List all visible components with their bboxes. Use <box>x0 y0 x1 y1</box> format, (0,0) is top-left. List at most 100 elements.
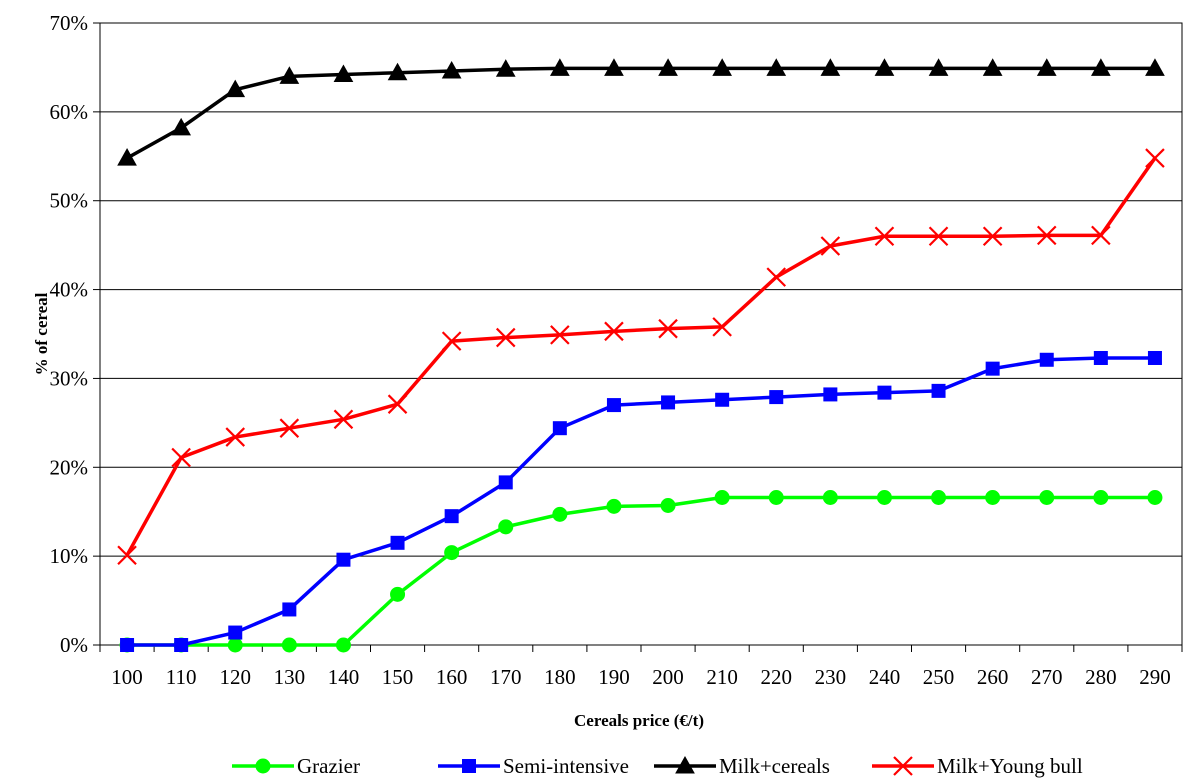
data-point-semi-intensive <box>228 625 243 640</box>
x-tick-label: 230 <box>815 665 847 689</box>
data-point-grazier <box>227 637 243 653</box>
data-point-semi-intensive <box>1093 350 1108 365</box>
x-tick-label: 210 <box>706 665 738 689</box>
data-point-grazier <box>985 489 1001 505</box>
y-tick-label: 30% <box>50 366 89 390</box>
legend-marker-milk-young-bull <box>893 756 913 776</box>
data-point-semi-intensive <box>985 361 1000 376</box>
series-line-milk-young-bull <box>125 157 1157 557</box>
data-point-milk-young-bull <box>333 409 354 430</box>
legend-label-semi-intensive: Semi-intensive <box>503 754 629 778</box>
data-point-milk-cereals <box>279 66 300 84</box>
x-tick-label: 220 <box>761 665 793 689</box>
x-tick-label: 130 <box>274 665 306 689</box>
x-tick-label: 160 <box>436 665 468 689</box>
x-tick-label: 290 <box>1139 665 1171 689</box>
data-point-milk-young-bull <box>117 545 137 566</box>
data-point-milk-cereals <box>549 58 570 76</box>
x-tick-label: 240 <box>869 665 901 689</box>
x-tick-label: 200 <box>652 665 684 689</box>
data-point-semi-intensive <box>715 392 730 407</box>
y-tick-label: 50% <box>50 189 89 213</box>
y-tick-label: 70% <box>50 11 89 35</box>
data-point-milk-cereals <box>766 58 787 76</box>
legend-label-milk-young-bull: Milk+Young bull <box>937 754 1083 778</box>
data-point-milk-young-bull <box>1036 225 1057 246</box>
x-tick-label: 180 <box>544 665 576 689</box>
data-point-milk-young-bull <box>982 226 1003 247</box>
data-point-milk-young-bull <box>225 427 246 447</box>
x-tick-label: 170 <box>490 665 522 689</box>
data-point-milk-young-bull <box>441 331 462 351</box>
data-point-milk-cereals <box>117 148 137 166</box>
data-point-grazier <box>606 498 622 514</box>
data-point-semi-intensive <box>931 383 946 398</box>
data-point-semi-intensive <box>282 602 297 617</box>
data-point-semi-intensive <box>661 395 676 410</box>
data-point-semi-intensive <box>444 509 459 524</box>
y-axis-title: % of cereal <box>32 292 51 375</box>
data-point-grazier <box>1039 489 1055 505</box>
series-line-milk-cereals <box>126 66 1155 160</box>
data-point-grazier <box>1093 489 1109 505</box>
data-point-semi-intensive <box>120 638 135 652</box>
data-point-milk-cereals <box>333 64 354 83</box>
x-tick-label: 270 <box>1031 665 1063 689</box>
data-point-grazier <box>768 489 784 505</box>
y-tick-label: 20% <box>50 455 89 479</box>
data-point-milk-young-bull <box>171 447 191 468</box>
data-point-milk-cereals <box>1036 58 1057 76</box>
x-axis-title: Cereals price (€/t) <box>574 711 704 730</box>
data-point-milk-young-bull <box>550 325 570 345</box>
data-point-milk-young-bull <box>604 321 624 342</box>
data-point-milk-cereals <box>820 58 841 76</box>
x-tick-label: 190 <box>598 665 630 689</box>
legend-marker-milk-cereals <box>675 755 695 774</box>
data-point-grazier <box>390 586 406 602</box>
x-tick-label: 260 <box>977 665 1009 689</box>
data-point-milk-cereals <box>658 58 678 76</box>
data-point-semi-intensive <box>769 390 784 405</box>
x-tick-label: 250 <box>923 665 955 689</box>
data-point-grazier <box>1147 489 1163 505</box>
data-point-milk-young-bull <box>1091 225 1111 246</box>
data-point-milk-young-bull <box>928 226 949 247</box>
data-point-milk-cereals <box>171 117 192 136</box>
x-tick-label: 120 <box>220 665 252 689</box>
data-point-milk-cereals <box>928 58 949 76</box>
x-tick-label: 280 <box>1085 665 1117 689</box>
data-point-semi-intensive <box>877 385 892 400</box>
data-point-grazier <box>660 497 676 513</box>
data-point-milk-young-bull <box>495 327 516 348</box>
data-point-semi-intensive <box>552 421 567 436</box>
data-point-grazier <box>876 489 892 505</box>
data-point-milk-cereals <box>1090 58 1111 76</box>
legend-marker-semi-intensive <box>462 759 476 773</box>
y-tick-label: 40% <box>50 278 89 302</box>
data-point-semi-intensive <box>1147 350 1162 365</box>
data-point-milk-cereals <box>225 79 246 98</box>
data-point-semi-intensive <box>498 475 513 490</box>
data-point-milk-young-bull <box>820 236 841 256</box>
data-point-milk-young-bull <box>766 267 787 287</box>
data-point-milk-cereals <box>874 58 895 76</box>
data-point-milk-cereals <box>982 58 1003 76</box>
series-line-semi-intensive <box>127 356 1155 647</box>
data-point-milk-young-bull <box>712 317 732 337</box>
data-point-milk-cereals <box>495 59 516 77</box>
data-point-semi-intensive <box>390 535 405 550</box>
data-point-milk-cereals <box>1145 58 1165 76</box>
data-point-milk-young-bull <box>1145 148 1165 168</box>
data-point-grazier <box>822 489 838 505</box>
data-point-milk-cereals <box>441 60 462 79</box>
y-tick-label: 60% <box>50 100 89 124</box>
x-tick-label: 100 <box>111 665 143 689</box>
data-point-semi-intensive <box>823 387 838 402</box>
x-tick-label: 110 <box>166 665 197 689</box>
data-point-milk-cereals <box>604 58 624 76</box>
data-point-semi-intensive <box>174 638 189 652</box>
data-point-milk-young-bull <box>874 226 895 247</box>
legend-label-milk-cereals: Milk+cereals <box>719 754 830 778</box>
